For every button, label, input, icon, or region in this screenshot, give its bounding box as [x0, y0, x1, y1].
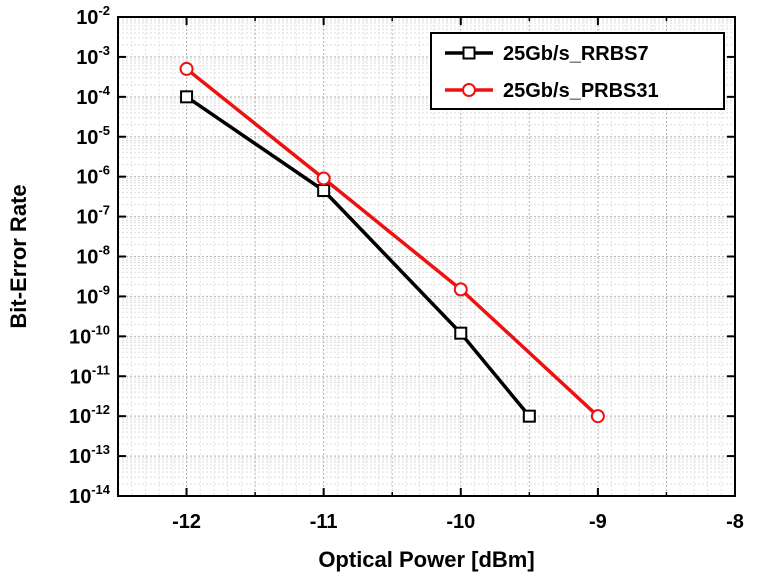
- data-point: [590, 409, 605, 424]
- y-tick-label: 10-13: [69, 442, 110, 468]
- legend-box: [430, 32, 725, 110]
- legend-marker: [462, 46, 476, 60]
- y-tick-label: 10-12: [69, 402, 110, 428]
- y-axis-title: Bit-Error Rate: [6, 184, 31, 328]
- data-point: [317, 184, 331, 198]
- data-point: [316, 171, 331, 186]
- legend: 25Gb/s_RRBS7 25Gb/s_PRBS31: [430, 32, 725, 110]
- series-1: [180, 90, 536, 423]
- x-tick-label: -8: [726, 511, 744, 533]
- y-tick-label: 10-6: [76, 163, 110, 189]
- x-tick-label: -11: [310, 511, 338, 533]
- y-tick-label: 10-10: [69, 322, 110, 348]
- x-axis-title: Optical Power [dBm]: [318, 547, 534, 572]
- legend-label: 25Gb/s_PRBS31: [503, 80, 659, 102]
- y-tick-label: 10-9: [76, 282, 110, 308]
- data-point: [453, 282, 468, 297]
- legend-label: 25Gb/s_RRBS7: [503, 43, 649, 65]
- y-tick-label: 10-11: [70, 362, 110, 388]
- ticks: -12 -11 -10 -9 -8 10-14 10-13 10-12 10-11 10-10 10…: [69, 3, 744, 533]
- y-tick-label: 10-8: [76, 243, 110, 269]
- x-tick-label: -9: [589, 511, 607, 533]
- y-tick-label: 10-3: [76, 43, 110, 69]
- y-tick-label: 10-5: [76, 123, 110, 149]
- series-line: [185, 95, 531, 418]
- data-point: [179, 61, 194, 76]
- y-tick-label: 10-4: [76, 83, 111, 109]
- x-tick-label: -12: [172, 511, 201, 533]
- series-line: [185, 67, 600, 418]
- series-2: [179, 61, 605, 424]
- data-point: [522, 409, 536, 423]
- y-tick-label: 10-7: [76, 203, 110, 229]
- data-point: [180, 90, 194, 104]
- data-point: [454, 326, 468, 340]
- y-tick-label: 10-2: [76, 3, 110, 29]
- legend-marker: [462, 83, 476, 97]
- x-tick-label: -10: [446, 511, 475, 533]
- y-tick-label: 10-14: [69, 482, 111, 508]
- series-layer: [179, 61, 605, 424]
